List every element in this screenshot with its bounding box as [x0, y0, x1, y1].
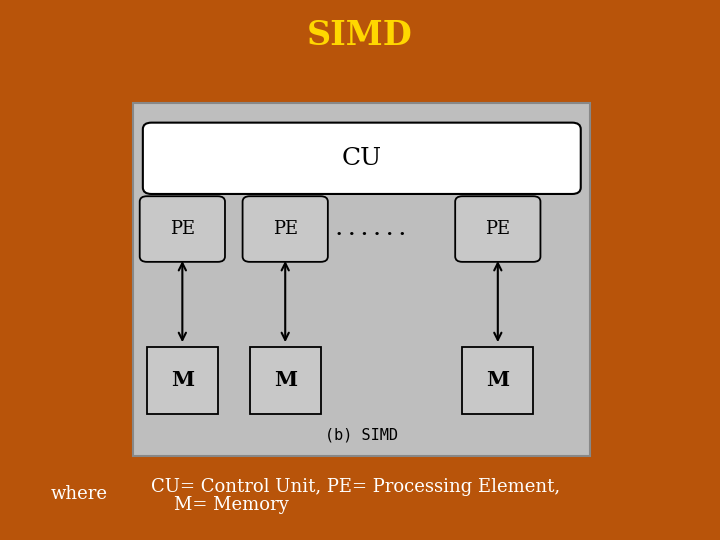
- FancyBboxPatch shape: [133, 103, 590, 456]
- Text: M: M: [274, 370, 297, 390]
- Text: M: M: [486, 370, 509, 390]
- FancyBboxPatch shape: [250, 347, 320, 414]
- FancyBboxPatch shape: [143, 123, 581, 194]
- Text: CU: CU: [342, 147, 382, 170]
- FancyBboxPatch shape: [140, 196, 225, 262]
- Text: where: where: [50, 485, 107, 503]
- Text: PE: PE: [273, 220, 298, 238]
- FancyBboxPatch shape: [462, 347, 534, 414]
- Text: M: M: [171, 370, 194, 390]
- Text: M= Memory: M= Memory: [151, 496, 289, 514]
- Text: SIMD: SIMD: [307, 18, 413, 52]
- Text: . . . . . .: . . . . . .: [336, 221, 405, 239]
- Text: (b) SIMD: (b) SIMD: [325, 427, 398, 442]
- Text: PE: PE: [485, 220, 510, 238]
- FancyBboxPatch shape: [455, 196, 541, 262]
- FancyBboxPatch shape: [147, 347, 217, 414]
- Text: CU= Control Unit, PE= Processing Element,: CU= Control Unit, PE= Processing Element…: [151, 478, 560, 496]
- Text: PE: PE: [170, 220, 195, 238]
- FancyBboxPatch shape: [243, 196, 328, 262]
